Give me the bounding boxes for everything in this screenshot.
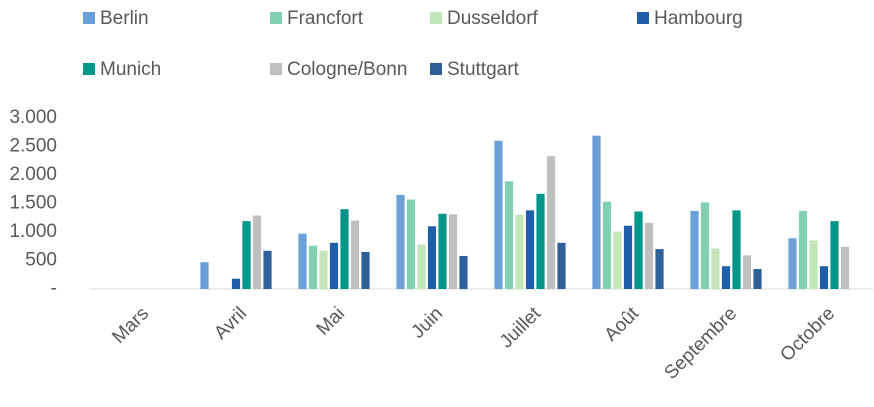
y-tick-label: 3.000 xyxy=(9,107,57,128)
bar xyxy=(753,269,762,289)
bar xyxy=(459,255,468,289)
bar xyxy=(427,226,437,289)
bar xyxy=(200,262,209,289)
bar xyxy=(711,248,720,289)
bar xyxy=(252,215,262,289)
bar xyxy=(557,242,566,289)
legend-swatch xyxy=(83,63,95,75)
legend-label: Francfort xyxy=(287,8,364,29)
bar xyxy=(396,194,405,289)
legend-swatch xyxy=(430,63,442,75)
legend-swatch xyxy=(83,12,95,24)
legend-swatch xyxy=(270,63,282,75)
bar xyxy=(742,255,752,289)
bar xyxy=(448,214,458,289)
bar xyxy=(830,221,839,289)
x-tick-label: Juillet xyxy=(496,303,546,353)
bar xyxy=(700,202,710,289)
bar xyxy=(546,156,556,289)
x-tick-label: Mai xyxy=(313,303,350,340)
legend-label: Hambourg xyxy=(654,8,743,29)
bar xyxy=(494,140,503,289)
bar xyxy=(536,193,545,289)
y-tick-label: 2.000 xyxy=(9,164,57,185)
legend-swatch xyxy=(270,12,282,24)
bar xyxy=(417,244,426,289)
bar xyxy=(798,210,808,289)
bar xyxy=(340,209,349,289)
y-tick-label: 500 xyxy=(25,250,57,271)
bar xyxy=(721,266,731,289)
bar xyxy=(504,181,514,289)
bar xyxy=(361,251,370,289)
bar xyxy=(525,210,535,289)
bar xyxy=(634,211,643,289)
bar xyxy=(809,240,818,289)
x-tick-label: Septembre xyxy=(661,303,742,384)
legend-label: Munich xyxy=(100,59,161,80)
legend-label: Dusseldorf xyxy=(447,8,539,29)
legend-swatch xyxy=(430,12,442,24)
bar xyxy=(819,266,829,289)
bar xyxy=(655,249,664,289)
bar xyxy=(263,250,272,289)
bar xyxy=(308,245,318,289)
x-tick-label: Mars xyxy=(108,303,153,348)
bar xyxy=(732,210,741,289)
bar xyxy=(788,238,797,289)
legend-label: Cologne/Bonn xyxy=(287,59,407,80)
legend-swatch xyxy=(637,12,649,24)
bar xyxy=(602,201,612,289)
y-tick-label: - xyxy=(51,278,57,299)
y-tick-label: 1.500 xyxy=(9,193,57,214)
x-tick-label: Juin xyxy=(408,303,447,342)
bar xyxy=(242,221,251,289)
bar xyxy=(406,199,416,289)
bar xyxy=(613,231,622,289)
x-tick-label: Août xyxy=(601,303,644,346)
bar xyxy=(231,278,241,289)
bar xyxy=(319,250,328,289)
bar xyxy=(350,220,360,289)
bar xyxy=(515,214,524,289)
bar xyxy=(298,233,307,289)
bar xyxy=(644,222,654,289)
legend-label: Berlin xyxy=(100,8,149,29)
bar xyxy=(438,213,447,289)
y-tick-label: 2.500 xyxy=(9,136,57,157)
legend-label: Stuttgart xyxy=(447,59,520,80)
x-tick-label: Avril xyxy=(210,303,251,344)
bar xyxy=(592,135,601,289)
bar xyxy=(840,246,850,289)
x-tick-label: Octobre xyxy=(776,303,839,366)
y-tick-label: 1.000 xyxy=(9,221,57,242)
bar xyxy=(329,242,339,289)
bar xyxy=(690,210,699,289)
bar xyxy=(623,225,633,289)
